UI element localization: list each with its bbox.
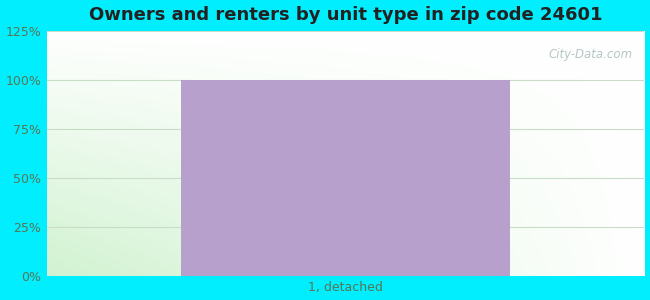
Title: Owners and renters by unit type in zip code 24601: Owners and renters by unit type in zip c… [89,6,603,24]
Bar [181,80,510,276]
Text: City-Data.com: City-Data.com [549,48,632,61]
